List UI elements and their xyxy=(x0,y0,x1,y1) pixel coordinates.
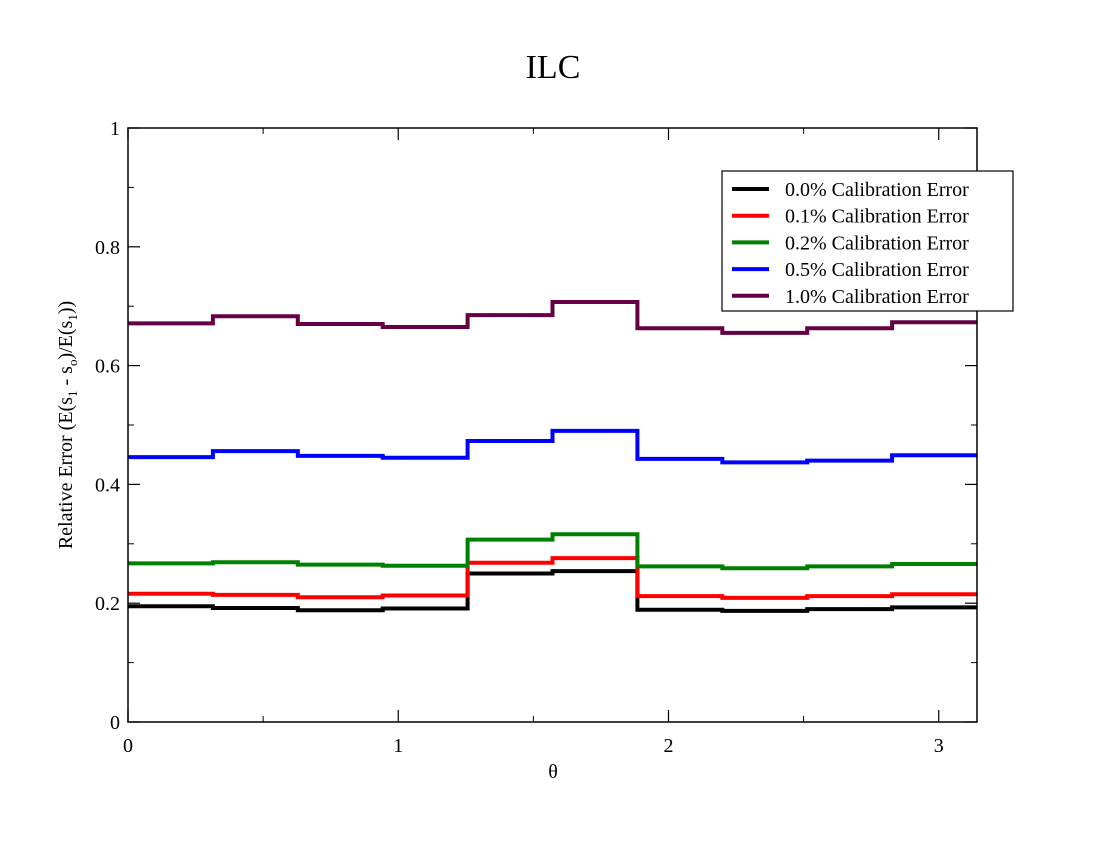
series-line-4 xyxy=(128,300,977,335)
y-label-part: - s xyxy=(55,366,77,391)
x-tick-label: 2 xyxy=(663,735,673,757)
y-label-subscript: o xyxy=(65,360,80,367)
y-label-part: )) xyxy=(55,301,77,314)
x-axis-label: θ xyxy=(548,761,558,783)
series-line-0 xyxy=(128,569,977,613)
y-label-part: )/E(s xyxy=(55,320,77,359)
series-line-2 xyxy=(128,532,977,571)
y-label-part: Relative Error (E(s xyxy=(55,397,77,549)
legend-label: 0.2% Calibration Error xyxy=(785,232,969,254)
y-axis-label: Relative Error (E(s1 - so)/E(s1)) xyxy=(55,301,80,549)
legend-label: 0.5% Calibration Error xyxy=(785,259,969,281)
legend: 0.0% Calibration Error 0.1% Calibration E… xyxy=(721,170,1014,312)
chart-title: ILC xyxy=(526,49,581,86)
x-tick-label: 0 xyxy=(123,735,133,757)
legend-label: 1.0% Calibration Error xyxy=(785,286,969,308)
y-label-subscript: 1 xyxy=(65,314,80,321)
series-line-1 xyxy=(128,556,977,600)
y-tick-label: 0.2 xyxy=(95,593,120,615)
series-line-3 xyxy=(128,428,977,465)
x-tick-label: 3 xyxy=(934,735,944,757)
y-tick-label: 1 xyxy=(110,118,120,140)
y-tick-label: 0.4 xyxy=(95,474,120,496)
legend-box xyxy=(721,170,1014,312)
x-tick-label: 1 xyxy=(393,735,403,757)
legend-label: 0.1% Calibration Error xyxy=(785,206,969,228)
legend-label: 0.0% Calibration Error xyxy=(785,179,969,201)
y-label-subscript: 1 xyxy=(65,391,80,398)
y-tick-label: 0.6 xyxy=(95,356,120,378)
y-tick-label: 0 xyxy=(110,712,120,734)
y-tick-label: 0.8 xyxy=(95,237,120,259)
